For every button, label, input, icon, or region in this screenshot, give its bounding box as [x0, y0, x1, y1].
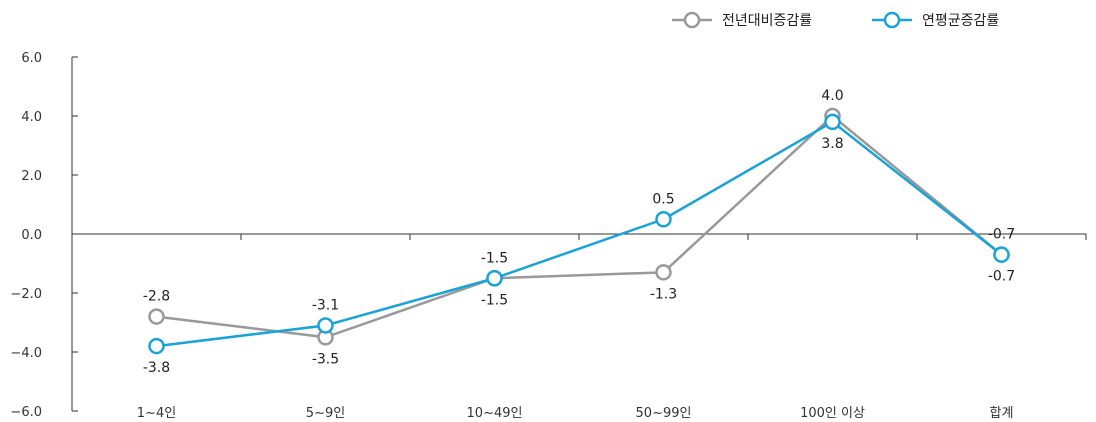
- y-tick-label: 6.0: [21, 51, 42, 66]
- data-label: -2.8: [143, 289, 170, 305]
- category-label: 50~99인: [636, 406, 692, 421]
- legend-item: 전년대비증감률: [672, 11, 812, 29]
- y-tick-label: −6.0: [10, 405, 42, 420]
- data-label: -1.3: [650, 286, 677, 302]
- data-point: [486, 270, 503, 287]
- data-label: -3.1: [312, 297, 339, 313]
- data-point: [993, 246, 1010, 263]
- data-label: 3.8: [821, 136, 843, 152]
- data-point: [824, 113, 841, 131]
- data-label: -1.5: [481, 250, 508, 266]
- data-label: -3.5: [312, 351, 339, 367]
- data-label: 0.5: [652, 191, 674, 207]
- data-point: [148, 308, 165, 325]
- series-line: [156, 120, 1003, 348]
- category-label: 5~9인: [306, 406, 345, 421]
- data-point: [655, 264, 672, 281]
- data-label: -0.7: [988, 227, 1015, 243]
- legend-label: 연평균증감률: [922, 13, 999, 29]
- category-label: 1~4인: [137, 406, 176, 421]
- data-label: -1.5: [481, 292, 508, 308]
- data-point: [655, 211, 672, 228]
- y-tick-label: 2.0: [21, 169, 42, 184]
- y-tick-label: −4.0: [10, 346, 42, 361]
- data-label: -0.7: [988, 269, 1015, 285]
- legend-marker: [683, 11, 701, 29]
- y-tick-label: 0.0: [21, 228, 42, 243]
- legend: 전년대비증감률 연평균증감률: [672, 11, 999, 29]
- category-label: 합계: [990, 406, 1014, 421]
- series-line: [156, 114, 1003, 339]
- series-2: [148, 113, 1010, 355]
- y-axis: 6.0 4.0 2.0 0.0 −2.0 −4.0 −6.0: [10, 51, 78, 420]
- category-label: 100인 이상: [800, 406, 865, 421]
- category-label: 10~49인: [467, 406, 523, 421]
- x-axis: 1~4인 5~9인 10~49인 50~99인 100인 이상 합계: [72, 233, 1087, 421]
- y-tick-label: 4.0: [21, 110, 42, 125]
- legend-marker: [883, 11, 901, 29]
- series-1: [148, 107, 1010, 346]
- data-label: 4.0: [821, 88, 843, 104]
- legend-item: 연평균증감률: [872, 11, 999, 29]
- legend-label: 전년대비증감률: [722, 13, 812, 29]
- data-point: [317, 317, 334, 334]
- series-layer: [148, 107, 1010, 355]
- data-point: [148, 337, 165, 355]
- y-tick-label: −2.0: [10, 287, 42, 302]
- data-labels: -2.8 -3.5 -1.5 -1.3 4.0 -0.7 -3.8 -3.1 -1.5 0.5 3.…: [143, 88, 1015, 376]
- data-label: -3.8: [143, 360, 170, 376]
